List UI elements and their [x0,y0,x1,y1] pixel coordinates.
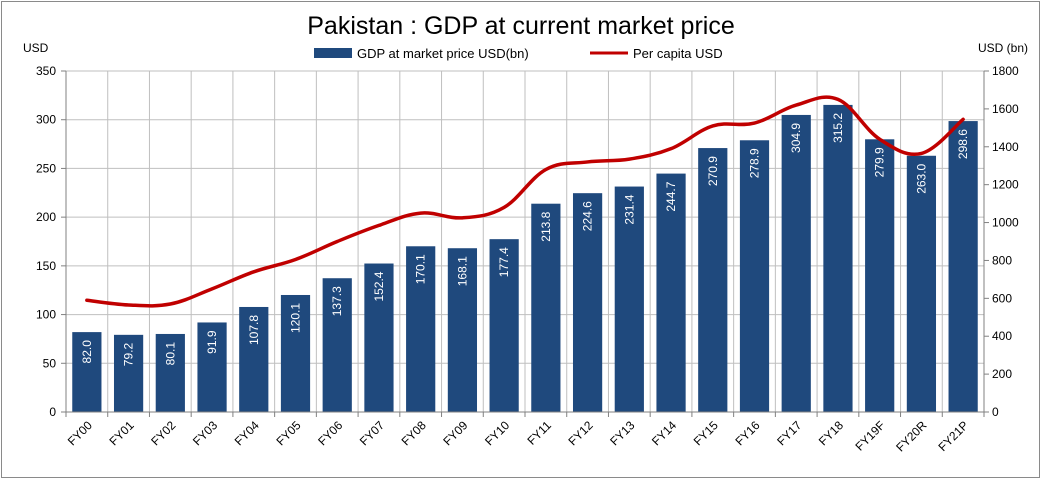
legend: GDP at market price USD(bn) Per capita U… [314,46,723,61]
bar-value-label: 304.9 [789,123,803,153]
bar [322,278,352,412]
left-axis-tick-label: 300 [36,113,56,127]
bar-value-label: 263.0 [914,163,928,193]
x-axis-category-label: FY17 [774,418,804,448]
x-axis-category-label: FY20R [893,418,930,455]
bar [865,139,895,412]
right-axis-tick-label: 1000 [992,216,1019,230]
x-axis-category-label: FY21P [935,418,971,454]
bar [781,114,811,413]
left-axis-tick-label: 50 [43,356,57,370]
bar-value-label: 213.8 [539,211,553,241]
bar [197,322,227,412]
bar [447,248,478,412]
bar-value-label: 107.8 [247,315,261,345]
bar [906,155,937,412]
bar [280,294,311,412]
bar [739,140,770,412]
x-axis-category-label: FY02 [148,418,178,448]
legend-label-gdp: GDP at market price USD(bn) [357,46,529,61]
bar [72,332,102,412]
x-axis-category-label: FY18 [816,418,846,448]
x-axis-category-label: FY01 [107,418,137,448]
bar-value-label: 315.2 [831,113,845,143]
bar [656,173,686,412]
bar-value-label: 244.7 [664,181,678,211]
bar [239,306,269,412]
x-axis-category-label: FY05 [273,418,303,448]
bar-value-label: 279.9 [873,147,887,177]
x-axis-category-label: FY08 [399,418,429,448]
bar [155,333,185,412]
x-axis-category-label: FY11 [524,418,554,448]
x-axis-category-label: FY03 [190,418,220,448]
bar-value-label: 137.3 [330,286,344,316]
right-axis-tick-label: 1800 [992,64,1019,78]
bar [698,148,728,413]
bar [948,121,978,413]
chart-title: Pakistan : GDP at current market price [307,12,734,40]
left-axis-tick-label: 200 [36,210,56,224]
bar-value-label: 170.1 [414,254,428,284]
left-axis-tick-label: 350 [36,64,56,78]
bar-value-label: 278.9 [748,148,762,178]
x-axis-category-label: FY13 [607,418,637,448]
bar [364,263,394,412]
right-axis-unit: USD (bn) [978,41,1028,55]
x-axis-category-label: FY10 [482,418,512,448]
bar-value-label: 168.1 [455,256,469,286]
bar-value-label: 91.9 [205,330,219,354]
left-axis-tick-label: 250 [36,161,56,175]
right-axis-tick-label: 0 [992,405,999,419]
x-axis-category-label: FY15 [691,418,721,448]
legend-label-per-capita: Per capita USD [633,46,723,61]
bar [489,239,519,412]
x-axis-category-label: FY19F [852,418,887,453]
bar-value-label: 80.1 [163,342,177,366]
x-axis-category-label: FY09 [440,418,470,448]
legend-swatch-gdp [314,48,352,58]
bar [406,246,436,412]
right-axis-tick-label: 800 [992,253,1012,267]
bar-value-label: 224.6 [581,201,595,231]
x-axis-category-label: FY12 [566,418,596,448]
bar-value-label: 120.1 [289,303,303,333]
x-axis-category-label: FY14 [649,418,679,448]
left-axis-tick-label: 0 [49,405,56,419]
right-axis-tick-label: 1200 [992,178,1019,192]
bar [572,193,603,412]
bar-value-label: 79.2 [122,343,136,367]
x-axis-category-label: FY00 [65,418,95,448]
bar [531,203,561,412]
plot-area: 0 50 100 150 200 250 300 350 0 200 400 600 800 1000 12… [36,64,1019,455]
x-axis-category-label: FY04 [232,418,262,448]
left-axis-unit: USD [23,41,49,55]
left-axis-tick-label: 150 [36,259,56,273]
bar-value-label: 270.9 [706,156,720,186]
right-axis-tick-label: 600 [992,291,1012,305]
x-axis-category-label: FY07 [357,418,387,448]
right-axis-tick-label: 1400 [992,140,1019,154]
right-axis-tick-label: 200 [992,367,1012,381]
per-capita-line [85,95,965,308]
bar-value-label: 231.4 [622,194,636,224]
x-axis-category-label: FY16 [732,418,762,448]
bar-value-label: 152.4 [372,271,386,301]
bar-value-label: 177.4 [497,247,511,277]
bar [113,334,144,412]
x-axis-category-label: FY06 [315,418,345,448]
bar [614,186,644,412]
right-axis-tick-label: 400 [992,329,1012,343]
right-axis-tick-label: 1600 [992,102,1019,116]
bar [823,104,853,412]
bar-value-label: 298.6 [956,129,970,159]
left-axis-tick-label: 100 [36,308,56,322]
bar-value-label: 82.0 [80,340,94,364]
